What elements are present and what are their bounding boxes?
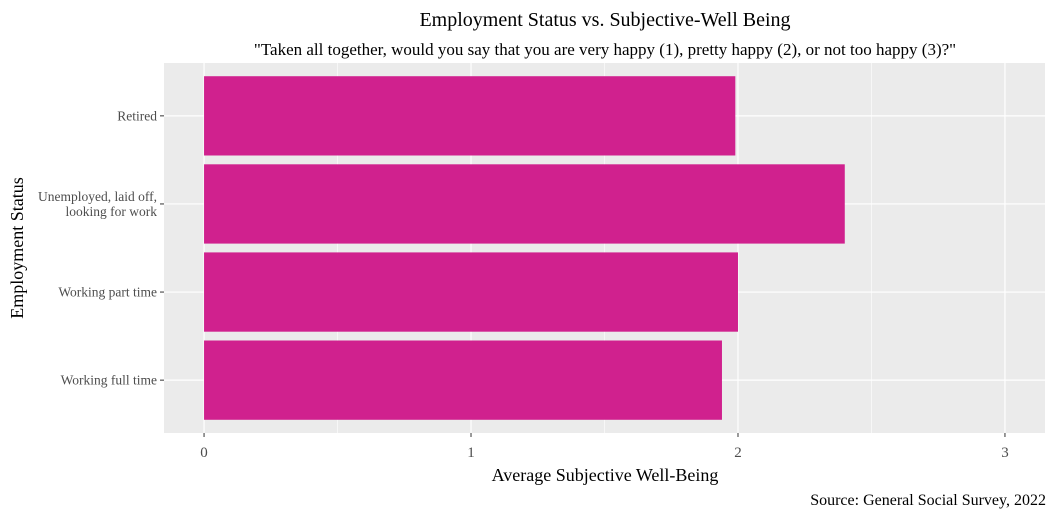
bar — [204, 340, 722, 420]
bar — [204, 76, 736, 156]
chart-caption: Source: General Social Survey, 2022 — [810, 492, 1046, 509]
y-axis-title: Employment Status — [7, 177, 27, 319]
x-tick-label: 2 — [734, 445, 742, 461]
x-tick-label: 1 — [467, 445, 475, 461]
chart-subtitle: "Taken all together, would you say that … — [254, 40, 956, 59]
bars — [204, 76, 845, 420]
bar — [204, 164, 845, 244]
x-axis-title: Average Subjective Well-Being — [492, 465, 719, 485]
chart-title: Employment Status vs. Subjective-Well Be… — [419, 9, 790, 31]
y-tick-label: Unemployed, laid off, looking for work — [38, 189, 157, 219]
y-tick-label: Working part time — [58, 285, 157, 300]
x-tick-label: 3 — [1001, 445, 1009, 461]
x-tick-label: 0 — [200, 445, 208, 461]
y-axis-ticks: Retired Unemployed, laid off, looking for … — [38, 108, 164, 388]
y-tick-label: Retired — [117, 108, 157, 123]
bar — [204, 252, 738, 332]
x-axis-ticks: 0 1 2 3 — [200, 433, 1009, 461]
y-tick-label: Working full time — [61, 373, 157, 388]
